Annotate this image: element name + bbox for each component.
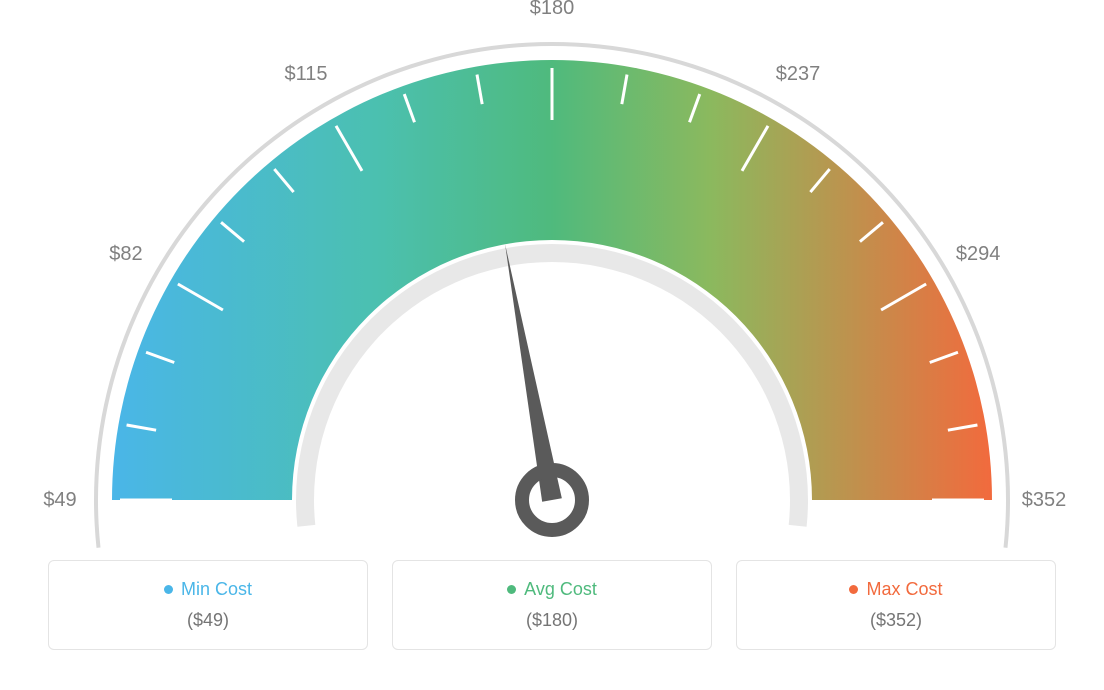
gauge-svg: $49 $82 $115 $180 $237 $294 $352: [0, 0, 1104, 560]
gauge-tick-label: $294: [956, 243, 1001, 265]
legend-row: Min Cost ($49) Avg Cost ($180) Max Cost …: [0, 560, 1104, 650]
legend-value-min: ($49): [61, 610, 355, 631]
legend-label-avg: Avg Cost: [524, 579, 597, 600]
gauge-tick-label: $352: [1022, 489, 1067, 511]
legend-card-avg: Avg Cost ($180): [392, 560, 712, 650]
gauge-tick-label: $115: [284, 63, 327, 85]
gauge-chart: $49 $82 $115 $180 $237 $294 $352: [0, 0, 1104, 560]
legend-value-avg: ($180): [405, 610, 699, 631]
gauge-tick-label: $82: [109, 243, 142, 265]
legend-value-max: ($352): [749, 610, 1043, 631]
legend-label-min: Min Cost: [181, 579, 252, 600]
legend-dot-avg: [507, 585, 516, 594]
legend-dot-min: [164, 585, 173, 594]
gauge-tick-label: $180: [530, 0, 575, 19]
gauge-color-arc: [112, 60, 992, 500]
legend-card-max: Max Cost ($352): [736, 560, 1056, 650]
legend-label-max: Max Cost: [866, 579, 942, 600]
gauge-tick-label: $49: [43, 489, 76, 511]
legend-dot-max: [849, 585, 858, 594]
legend-card-min: Min Cost ($49): [48, 560, 368, 650]
gauge-tick-label: $237: [776, 63, 821, 85]
